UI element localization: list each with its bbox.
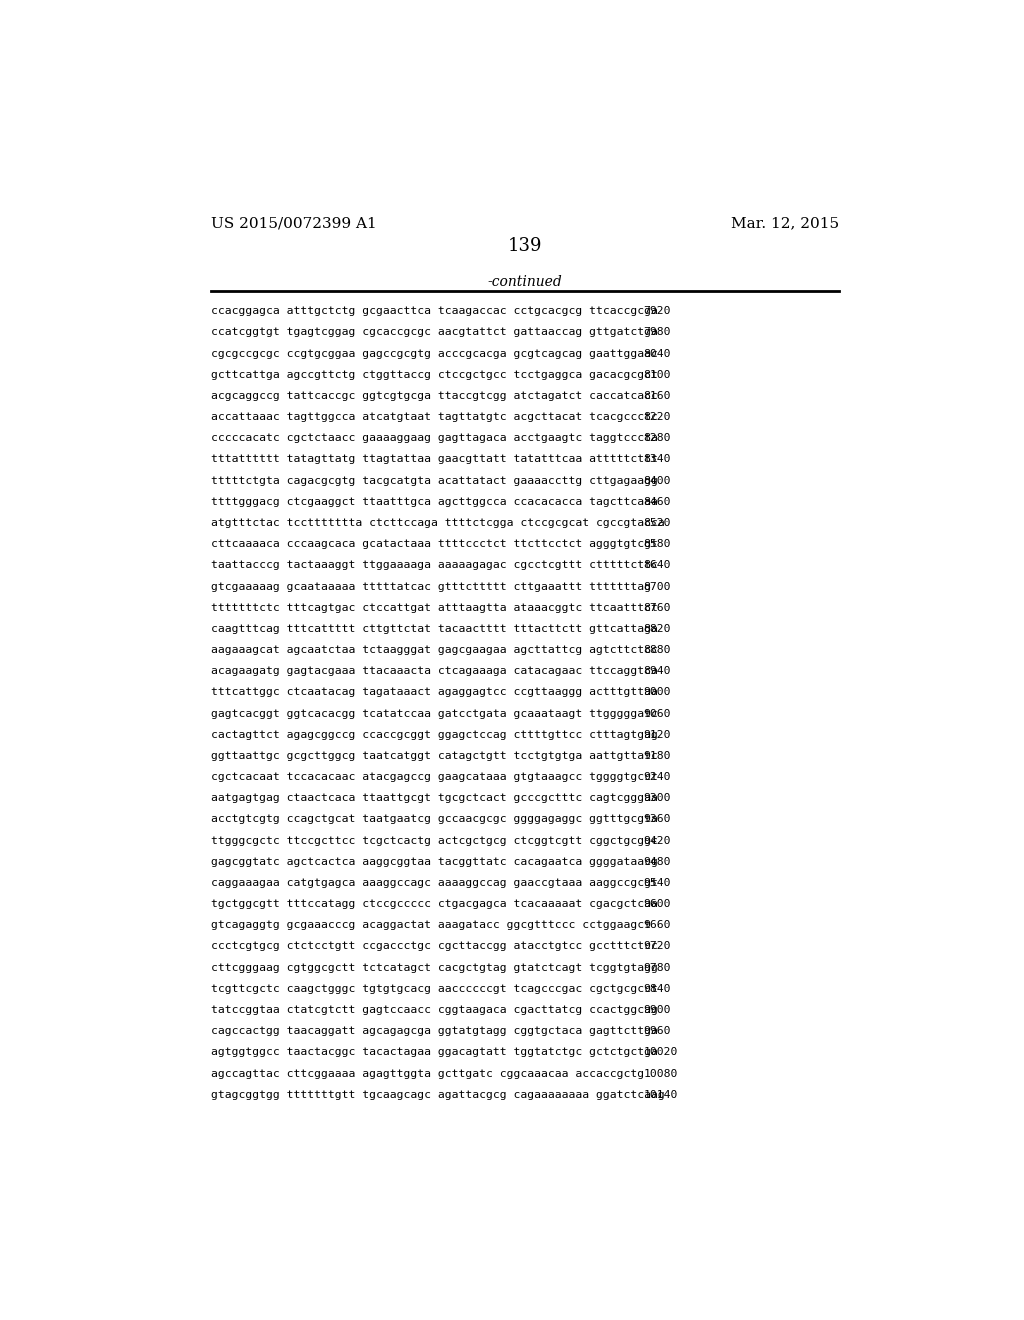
- Text: 8100: 8100: [643, 370, 671, 380]
- Text: 9300: 9300: [643, 793, 671, 804]
- Text: ggttaattgc gcgcttggcg taatcatggt catagctgtt tcctgtgtga aattgttatc: ggttaattgc gcgcttggcg taatcatggt catagct…: [211, 751, 657, 760]
- Text: 9960: 9960: [643, 1026, 671, 1036]
- Text: tttttctgta cagacgcgtg tacgcatgta acattatact gaaaaccttg cttgagaagg: tttttctgta cagacgcgtg tacgcatgta acattat…: [211, 475, 657, 486]
- Text: cttcgggaag cgtggcgctt tctcatagct cacgctgtag gtatctcagt tcggtgtagg: cttcgggaag cgtggcgctt tctcatagct cacgctg…: [211, 962, 657, 973]
- Text: accattaaac tagttggcca atcatgtaat tagttatgtc acgcttacat tcacgccctc: accattaaac tagttggcca atcatgtaat tagttat…: [211, 412, 657, 422]
- Text: ttttgggacg ctcgaaggct ttaatttgca agcttggcca ccacacacca tagcttcaaa: ttttgggacg ctcgaaggct ttaatttgca agcttgg…: [211, 496, 657, 507]
- Text: agtggtggcc taactacggc tacactagaa ggacagtatt tggtatctgc gctctgctga: agtggtggcc taactacggc tacactagaa ggacagt…: [211, 1047, 657, 1057]
- Text: 9780: 9780: [643, 962, 671, 973]
- Text: agccagttac cttcggaaaa agagttggta gcttgatc cggcaaacaa accaccgctg: agccagttac cttcggaaaa agagttggta gcttgat…: [211, 1069, 644, 1078]
- Text: ccatcggtgt tgagtcggag cgcaccgcgc aacgtattct gattaaccag gttgatctga: ccatcggtgt tgagtcggag cgcaccgcgc aacgtat…: [211, 327, 657, 338]
- Text: gtagcggtgg tttttttgtt tgcaagcagc agattacgcg cagaaaaaaaa ggatctcaag: gtagcggtgg tttttttgtt tgcaagcagc agattac…: [211, 1090, 665, 1100]
- Text: cccccacatc cgctctaacc gaaaaggaag gagttagaca acctgaagtc taggtcccta: cccccacatc cgctctaacc gaaaaggaag gagttag…: [211, 433, 657, 444]
- Text: 8580: 8580: [643, 539, 671, 549]
- Text: tttatttttt tatagttatg ttagtattaa gaacgttatt tatatttcaa atttttcttt: tttatttttt tatagttatg ttagtattaa gaacgtt…: [211, 454, 657, 465]
- Text: 139: 139: [508, 238, 542, 255]
- Text: 10020: 10020: [643, 1047, 678, 1057]
- Text: cgcgccgcgc ccgtgcggaa gagccgcgtg acccgcacga gcgtcagcag gaattggaac: cgcgccgcgc ccgtgcggaa gagccgcgtg acccgca…: [211, 348, 657, 359]
- Text: 8280: 8280: [643, 433, 671, 444]
- Text: -continued: -continued: [487, 276, 562, 289]
- Text: 8040: 8040: [643, 348, 671, 359]
- Text: tgctggcgtt tttccatagg ctccgccccc ctgacgagca tcacaaaaat cgacgctcaa: tgctggcgtt tttccatagg ctccgccccc ctgacga…: [211, 899, 657, 909]
- Text: gtcagaggtg gcgaaacccg acaggactat aaagatacc ggcgtttccc cctggaagct: gtcagaggtg gcgaaacccg acaggactat aaagata…: [211, 920, 651, 931]
- Text: 9600: 9600: [643, 899, 671, 909]
- Text: 9000: 9000: [643, 688, 671, 697]
- Text: tatccggtaa ctatcgtctt gagtccaacc cggtaagaca cgacttatcg ccactggcag: tatccggtaa ctatcgtctt gagtccaacc cggtaag…: [211, 1005, 657, 1015]
- Text: gagcggtatc agctcactca aaggcggtaa tacggttatc cacagaatca ggggataacg: gagcggtatc agctcactca aaggcggtaa tacggtt…: [211, 857, 657, 867]
- Text: caggaaagaa catgtgagca aaaggccagc aaaaggccag gaaccgtaaa aaggccgcgt: caggaaagaa catgtgagca aaaggccagc aaaaggc…: [211, 878, 657, 888]
- Text: cttcaaaaca cccaagcaca gcatactaaa ttttccctct ttcttcctct agggtgtcgt: cttcaaaaca cccaagcaca gcatactaaa ttttccc…: [211, 539, 657, 549]
- Text: aatgagtgag ctaactcaca ttaattgcgt tgcgctcact gcccgctttc cagtcgggaa: aatgagtgag ctaactcaca ttaattgcgt tgcgctc…: [211, 793, 657, 804]
- Text: 9840: 9840: [643, 983, 671, 994]
- Text: 8520: 8520: [643, 517, 671, 528]
- Text: caagtttcag tttcattttt cttgttctat tacaactttt tttacttctt gttcattaga: caagtttcag tttcattttt cttgttctat tacaact…: [211, 624, 657, 634]
- Text: acgcaggccg tattcaccgc ggtcgtgcga ttaccgtcgg atctagatct caccatcacc: acgcaggccg tattcaccgc ggtcgtgcga ttaccgt…: [211, 391, 657, 401]
- Text: 8700: 8700: [643, 582, 671, 591]
- Text: 9420: 9420: [643, 836, 671, 846]
- Text: 9060: 9060: [643, 709, 671, 718]
- Text: gagtcacggt ggtcacacgg tcatatccaa gatcctgata gcaaataagt ttgggggatc: gagtcacggt ggtcacacgg tcatatccaa gatcctg…: [211, 709, 657, 718]
- Text: aagaaagcat agcaatctaa tctaagggat gagcgaagaa agcttattcg agtcttctcc: aagaaagcat agcaatctaa tctaagggat gagcgaa…: [211, 645, 657, 655]
- Text: 8460: 8460: [643, 496, 671, 507]
- Text: 8820: 8820: [643, 624, 671, 634]
- Text: tttttttctc tttcagtgac ctccattgat atttaagtta ataaacggtc ttcaatttct: tttttttctc tttcagtgac ctccattgat atttaag…: [211, 603, 657, 612]
- Text: 9120: 9120: [643, 730, 671, 739]
- Text: 7980: 7980: [643, 327, 671, 338]
- Text: cactagttct agagcggccg ccaccgcggt ggagctccag cttttgttcc ctttagtgag: cactagttct agagcggccg ccaccgcggt ggagctc…: [211, 730, 657, 739]
- Text: 8760: 8760: [643, 603, 671, 612]
- Text: 9360: 9360: [643, 814, 671, 825]
- Text: 8340: 8340: [643, 454, 671, 465]
- Text: gcttcattga agccgttctg ctggttaccg ctccgctgcc tcctgaggca gacacgcgct: gcttcattga agccgttctg ctggttaccg ctccgct…: [211, 370, 657, 380]
- Text: taattacccg tactaaaggt ttggaaaaga aaaaagagac cgcctcgttt ctttttcttc: taattacccg tactaaaggt ttggaaaaga aaaaaga…: [211, 561, 657, 570]
- Text: tttcattggc ctcaatacag tagataaact agaggagtcc ccgttaaggg actttgttaa: tttcattggc ctcaatacag tagataaact agaggag…: [211, 688, 657, 697]
- Text: 9900: 9900: [643, 1005, 671, 1015]
- Text: 9720: 9720: [643, 941, 671, 952]
- Text: ccctcgtgcg ctctcctgtt ccgaccctgc cgcttaccgg atacctgtcc gcctttctcc: ccctcgtgcg ctctcctgtt ccgaccctgc cgcttac…: [211, 941, 657, 952]
- Text: atgtttctac tccttttttta ctcttccaga ttttctcgga ctccgcgcat cgccgtacca: atgtttctac tccttttttta ctcttccaga ttttct…: [211, 517, 665, 528]
- Text: 8160: 8160: [643, 391, 671, 401]
- Text: 9540: 9540: [643, 878, 671, 888]
- Text: 8640: 8640: [643, 561, 671, 570]
- Text: tcgttcgctc caagctgggc tgtgtgcacg aaccccccgt tcagcccgac cgctgcgcct: tcgttcgctc caagctgggc tgtgtgcacg aaccccc…: [211, 983, 657, 994]
- Text: ttgggcgctc ttccgcttcc tcgctcactg actcgctgcg ctcggtcgtt cggctgcggc: ttgggcgctc ttccgcttcc tcgctcactg actcgct…: [211, 836, 657, 846]
- Text: 8400: 8400: [643, 475, 671, 486]
- Text: US 2015/0072399 A1: US 2015/0072399 A1: [211, 216, 377, 230]
- Text: acagaagatg gagtacgaaa ttacaaacta ctcagaaaga catacagaac ttccaggtca: acagaagatg gagtacgaaa ttacaaacta ctcagaa…: [211, 667, 657, 676]
- Text: ccacggagca atttgctctg gcgaacttca tcaagaccac cctgcacgcg ttcaccgcga: ccacggagca atttgctctg gcgaacttca tcaagac…: [211, 306, 657, 317]
- Text: gtcgaaaaag gcaataaaaa tttttatcac gtttcttttt cttgaaattt tttttttag: gtcgaaaaag gcaataaaaa tttttatcac gtttctt…: [211, 582, 651, 591]
- Text: Mar. 12, 2015: Mar. 12, 2015: [730, 216, 839, 230]
- Text: 8940: 8940: [643, 667, 671, 676]
- Text: cagccactgg taacaggatt agcagagcga ggtatgtagg cggtgctaca gagttcttga: cagccactgg taacaggatt agcagagcga ggtatgt…: [211, 1026, 657, 1036]
- Text: 7920: 7920: [643, 306, 671, 317]
- Text: cgctcacaat tccacacaac atacgagccg gaagcataaa gtgtaaagcc tggggtgcct: cgctcacaat tccacacaac atacgagccg gaagcat…: [211, 772, 657, 781]
- Text: acctgtcgtg ccagctgcat taatgaatcg gccaacgcgc ggggagaggc ggtttgcgta: acctgtcgtg ccagctgcat taatgaatcg gccaacg…: [211, 814, 657, 825]
- Text: 8220: 8220: [643, 412, 671, 422]
- Text: 10080: 10080: [643, 1069, 678, 1078]
- Text: 10140: 10140: [643, 1090, 678, 1100]
- Text: 9480: 9480: [643, 857, 671, 867]
- Text: 9180: 9180: [643, 751, 671, 760]
- Text: 9660: 9660: [643, 920, 671, 931]
- Text: 9240: 9240: [643, 772, 671, 781]
- Text: 8880: 8880: [643, 645, 671, 655]
